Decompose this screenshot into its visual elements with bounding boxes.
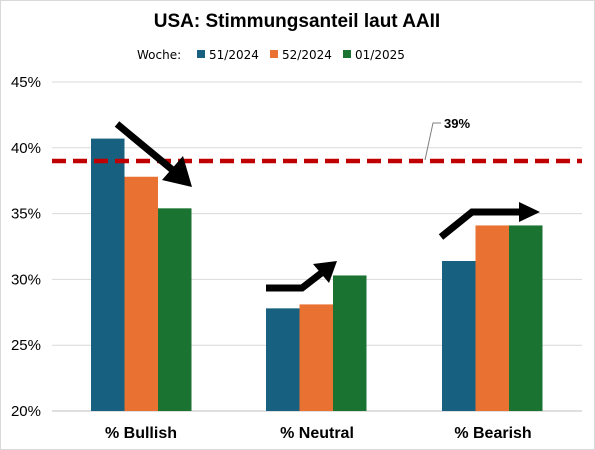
y-tick-label: 35% (11, 206, 41, 223)
trend-arrow (438, 208, 522, 240)
trend-arrows (114, 121, 540, 292)
bar (509, 225, 543, 411)
y-tick-label: 25% (11, 337, 41, 354)
y-tick-label: 45% (11, 74, 41, 91)
y-tick-label: 30% (11, 271, 41, 288)
legend-label: 01/2025 (355, 48, 405, 62)
bar (299, 304, 333, 411)
legend-label: 52/2024 (282, 48, 332, 62)
bar (475, 225, 509, 411)
reference-line-group: 39% (52, 116, 582, 164)
y-axis-ticks: 20% 25% 30% 35% 40% 45% (11, 74, 41, 420)
y-tick-label: 20% (11, 403, 41, 420)
legend-swatch (270, 50, 278, 58)
legend-title: Woche: (137, 48, 181, 62)
bar (442, 260, 476, 411)
trend-arrow-head (519, 202, 540, 222)
bar (333, 275, 367, 411)
category-label: % Bearish (454, 425, 531, 442)
reference-callout (424, 122, 441, 161)
bars (91, 138, 543, 411)
trend-arrow (114, 121, 178, 175)
bar (124, 176, 158, 411)
bar (158, 208, 192, 411)
x-axis-categories: % Bullish % Neutral % Bearish (105, 425, 532, 442)
trend-arrow (266, 268, 327, 292)
bar (266, 308, 300, 411)
category-label: % Neutral (280, 425, 354, 442)
trend-arrow-head (313, 261, 337, 283)
y-tick-label: 40% (11, 140, 41, 157)
bar (91, 138, 125, 411)
legend-label: 51/2024 (209, 48, 259, 62)
legend-swatch (197, 50, 205, 58)
chart-title: USA: Stimmungsanteil laut AAII (154, 11, 440, 32)
reference-line-label: 39% (444, 116, 470, 131)
legend-swatch (343, 50, 351, 58)
legend: Woche: 51/2024 52/2024 01/2025 (137, 48, 405, 62)
trend-arrow-head (162, 156, 192, 187)
category-label: % Bullish (105, 425, 177, 442)
